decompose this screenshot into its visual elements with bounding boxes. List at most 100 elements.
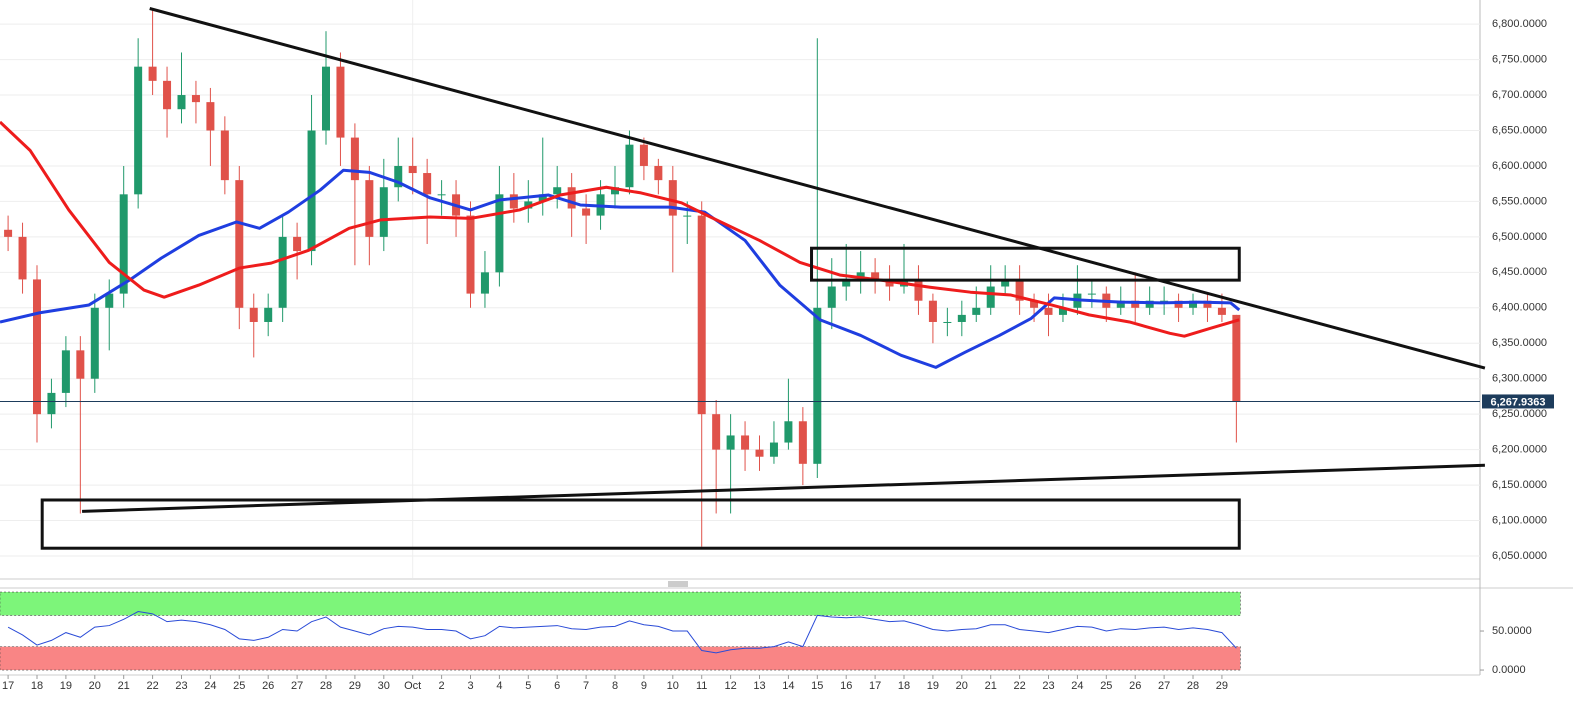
- moving-average: [0, 168, 1241, 369]
- x-tick-label: Oct: [404, 680, 421, 692]
- y-tick-label: 6,600.0000: [1492, 160, 1547, 172]
- candle-body: [1203, 300, 1212, 308]
- x-tick-label: 24: [204, 680, 216, 692]
- x-tick-label: 13: [753, 680, 765, 692]
- x-tick-label: 3: [467, 680, 473, 692]
- candle-body: [336, 66, 345, 138]
- x-tick-label: 2: [439, 680, 445, 692]
- y-tick-label: 6,150.0000: [1492, 479, 1547, 491]
- x-tick-label: 26: [1129, 680, 1141, 692]
- candle-body: [1160, 300, 1169, 302]
- trend-line: [149, 7, 1486, 370]
- range-box: [810, 246, 1241, 282]
- candle-body: [408, 165, 417, 174]
- candle-body: [943, 321, 952, 323]
- candle-body: [726, 435, 735, 450]
- candle-body: [1116, 300, 1125, 308]
- candle-body: [321, 66, 330, 131]
- x-tick-label: 18: [31, 680, 43, 692]
- x-tick-label: 21: [118, 680, 130, 692]
- trend-line: [82, 463, 1485, 513]
- candle-body: [1189, 300, 1198, 308]
- x-tick-label: 27: [291, 680, 303, 692]
- candle-body: [177, 95, 186, 110]
- candle-body: [871, 272, 880, 280]
- x-tick-label: 23: [175, 680, 187, 692]
- candle-body: [827, 286, 836, 308]
- candle-body: [885, 279, 894, 287]
- candle-body: [625, 144, 634, 188]
- candle-body: [683, 215, 692, 217]
- y-tick-label: 6,300.0000: [1492, 373, 1547, 385]
- candle-body: [61, 350, 70, 393]
- x-tick-label: 16: [840, 680, 852, 692]
- candle-body: [1145, 300, 1154, 308]
- y-tick-label: 0.0000: [1492, 664, 1526, 676]
- candle-body: [1174, 300, 1183, 308]
- candle-body: [1232, 314, 1241, 402]
- candle-body: [798, 421, 807, 464]
- y-tick-label: 6,050.0000: [1492, 550, 1547, 562]
- candle-body: [350, 137, 359, 181]
- candle-body: [423, 173, 432, 195]
- candle-body: [206, 102, 215, 131]
- y-tick-label: 6,450.0000: [1492, 266, 1547, 278]
- candle-body: [18, 236, 27, 280]
- candle-body: [466, 215, 475, 294]
- x-tick-label: 19: [60, 680, 72, 692]
- y-tick-label: 6,800.0000: [1492, 18, 1547, 30]
- x-tick-label: 23: [1042, 680, 1054, 692]
- x-tick-label: 17: [2, 680, 14, 692]
- x-tick-label: 9: [641, 680, 647, 692]
- y-tick-label: 6,500.0000: [1492, 231, 1547, 243]
- x-tick-label: 29: [1216, 680, 1228, 692]
- candle-body: [480, 272, 489, 294]
- candle-body: [379, 187, 388, 237]
- candle-body: [394, 165, 403, 188]
- y-tick-label: 6,750.0000: [1492, 53, 1547, 65]
- candle-body: [4, 229, 13, 237]
- candle-body: [639, 144, 648, 166]
- candle-body: [1001, 279, 1010, 287]
- y-tick-label: 6,250.0000: [1492, 408, 1547, 420]
- x-tick-label: 28: [320, 680, 332, 692]
- candle-body: [293, 236, 302, 252]
- x-tick-label: 14: [782, 680, 794, 692]
- candle-body: [495, 194, 504, 273]
- x-tick-label: 8: [612, 680, 618, 692]
- candle-body: [365, 180, 374, 237]
- candle-body: [654, 165, 663, 181]
- candle-body: [134, 66, 143, 195]
- candle-body: [1087, 293, 1096, 295]
- candle-body: [712, 414, 721, 450]
- candle-body: [524, 201, 533, 209]
- last-price-tag: [1482, 394, 1554, 409]
- candle-body: [437, 194, 446, 196]
- candle-body: [148, 66, 157, 81]
- candle-body: [47, 392, 56, 415]
- moving-average: [0, 120, 1240, 338]
- y-tick-label: 6,550.0000: [1492, 195, 1547, 207]
- x-tick-label: 7: [583, 680, 589, 692]
- x-tick-label: 28: [1187, 680, 1199, 692]
- candle-body: [972, 307, 981, 315]
- x-tick-label: 18: [898, 680, 910, 692]
- resize-grip[interactable]: [668, 581, 688, 587]
- candle-body: [914, 279, 923, 301]
- candle-body: [1058, 307, 1067, 315]
- candle-body: [1044, 307, 1053, 315]
- candle-body: [191, 95, 200, 103]
- x-tick-label: 22: [146, 680, 158, 692]
- x-tick-label: 15: [811, 680, 823, 692]
- candle-body: [249, 307, 258, 322]
- x-tick-label: 4: [496, 680, 502, 692]
- x-tick-label: 6: [554, 680, 560, 692]
- y-tick-label: 6,350.0000: [1492, 337, 1547, 349]
- candle-body: [105, 293, 114, 308]
- candle-body: [784, 421, 793, 443]
- candle-body: [220, 130, 229, 181]
- candle-body: [755, 449, 764, 457]
- x-tick-label: 30: [378, 680, 390, 692]
- x-tick-label: 19: [927, 680, 939, 692]
- y-tick-label: 6,700.0000: [1492, 89, 1547, 101]
